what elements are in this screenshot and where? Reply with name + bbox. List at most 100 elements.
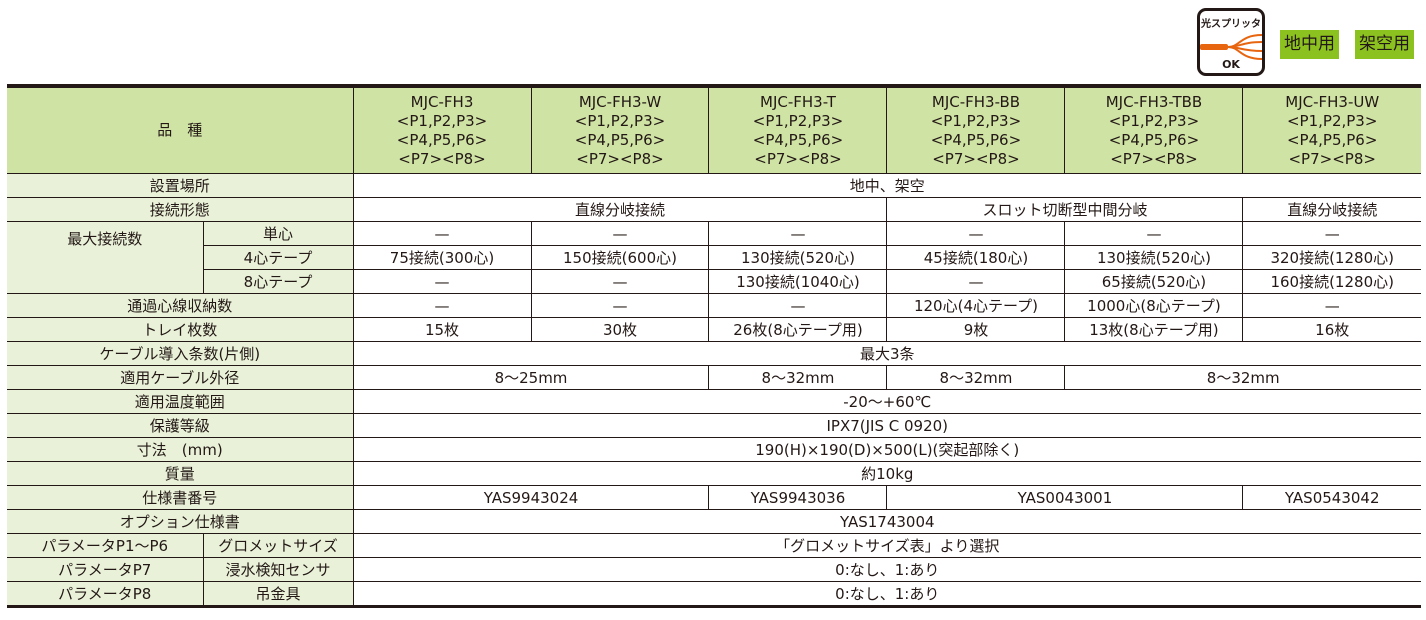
cell: 190(H)×190(D)×500(L)(突起部除く) bbox=[352, 437, 1421, 462]
table-row: 8心テープ — —130接続(1040心) —65接続(520心) 160接続(128… bbox=[7, 269, 1421, 294]
row-label: パラメータP8 bbox=[7, 581, 204, 607]
row-label: 寸法 (mm) bbox=[7, 437, 354, 462]
table-row: 設置場所 地中、架空 bbox=[7, 173, 1421, 198]
optical-splitter-badge: 光スプリッタ OK bbox=[1197, 8, 1265, 76]
model-header: MJC-FH3-W <P1,P2,P3> <P4,P5,P6> <P7><P8> bbox=[530, 85, 710, 174]
optical-splitter-icon bbox=[1200, 34, 1262, 60]
row-label: 適用ケーブル外径 bbox=[7, 365, 354, 390]
model-header: MJC-FH3-BB <P1,P2,P3> <P4,P5,P6> <P7><P8> bbox=[886, 85, 1066, 174]
cell: — bbox=[530, 293, 710, 318]
cell: 160接続(1280心) bbox=[1242, 269, 1421, 294]
table-row: 仕様書番号 YAS9943024 YAS9943036 YAS0043001 YAS05… bbox=[7, 485, 1421, 510]
cell: 直線分岐接続 bbox=[352, 197, 888, 222]
table-row: 質量 約10kg bbox=[7, 461, 1421, 486]
cell: 16枚 bbox=[1242, 317, 1421, 342]
row-label: 保護等級 bbox=[7, 413, 354, 438]
cell: 75接続(300心) bbox=[352, 245, 532, 270]
cell: 320接続(1280心) bbox=[1242, 245, 1421, 270]
table-row: 接続形態 直線分岐接続 スロット切断型中間分岐 直線分岐接続 bbox=[7, 197, 1421, 222]
header-label: 品 種 bbox=[7, 85, 354, 174]
table-row: 保護等級 IPX7(JIS C 0920) bbox=[7, 413, 1421, 438]
cell: 130接続(1040心) bbox=[708, 269, 888, 294]
cell: 30枚 bbox=[530, 317, 710, 342]
table-row: 通過心線収納数 — — —120心(4心テープ) 1000心(8心テープ) — bbox=[7, 293, 1421, 318]
cell: 9枚 bbox=[886, 317, 1066, 342]
table-row: 適用温度範囲 -20～+60℃ bbox=[7, 389, 1421, 414]
cell: 130接続(520心) bbox=[708, 245, 888, 270]
model-header: MJC-FH3 <P1,P2,P3> <P4,P5,P6> <P7><P8> bbox=[352, 85, 532, 174]
cell: — bbox=[1064, 221, 1244, 246]
cell: — bbox=[708, 221, 888, 246]
tag-underground: 地中用 bbox=[1280, 30, 1339, 59]
cell: 13枚(8心テープ用) bbox=[1064, 317, 1244, 342]
cell: 8～32mm bbox=[708, 365, 888, 390]
cell: YAS9943024 bbox=[352, 485, 710, 510]
cell: — bbox=[886, 221, 1066, 246]
spec-table: 品 種 MJC-FH3 <P1,P2,P3> <P4,P5,P6> <P7><P8> … bbox=[7, 84, 1421, 608]
table-row: 適用ケーブル外径 8～25mm 8～32mm 8～32mm 8～32mm bbox=[7, 365, 1421, 390]
header-row: 品 種 MJC-FH3 <P1,P2,P3> <P4,P5,P6> <P7><P8> … bbox=[7, 85, 1421, 174]
table-row: トレイ枚数 15枚 30枚 26枚(8心テープ用) 9枚 13枚(8心テープ用) 16枚 bbox=[7, 317, 1421, 342]
cell: — bbox=[530, 269, 710, 294]
row-label: パラメータP1～P6 bbox=[7, 533, 204, 558]
cell: 最大3条 bbox=[352, 341, 1421, 366]
cell: IPX7(JIS C 0920) bbox=[352, 413, 1421, 438]
cell: 65接続(520心) bbox=[1064, 269, 1244, 294]
sub-label: 吊金具 bbox=[202, 581, 354, 607]
row-label: トレイ枚数 bbox=[7, 317, 354, 342]
row-label: 適用温度範囲 bbox=[7, 389, 354, 414]
cell: — bbox=[886, 269, 1066, 294]
cell: 45接続(180心) bbox=[886, 245, 1066, 270]
cell: 0:なし、1:あり bbox=[352, 557, 1421, 582]
sub-label: 単心 bbox=[202, 221, 354, 246]
cell: — bbox=[1242, 221, 1421, 246]
cell: 8～32mm bbox=[886, 365, 1066, 390]
cell: 150接続(600心) bbox=[530, 245, 710, 270]
row-label: 接続形態 bbox=[7, 197, 354, 222]
tag-aerial: 架空用 bbox=[1355, 30, 1414, 59]
sub-label: 8心テープ bbox=[203, 269, 354, 294]
model-header: MJC-FH3-T <P1,P2,P3> <P4,P5,P6> <P7><P8> bbox=[708, 85, 888, 174]
cell: 「グロメットサイズ表」より選択 bbox=[352, 533, 1421, 558]
row-label: 最大接続数 bbox=[7, 221, 204, 294]
cell: — bbox=[530, 221, 710, 246]
cell: 8～25mm bbox=[352, 365, 710, 390]
table-row: 最大接続数 単心 — — — — — — bbox=[7, 221, 1421, 294]
cell: — bbox=[352, 221, 532, 246]
cell: YAS1743004 bbox=[352, 509, 1421, 534]
cell: -20～+60℃ bbox=[352, 389, 1421, 414]
cell: 直線分岐接続 bbox=[1242, 197, 1421, 222]
row-label: 設置場所 bbox=[7, 173, 354, 198]
cell: — bbox=[1242, 293, 1421, 318]
table-row: オプション仕様書 YAS1743004 bbox=[7, 509, 1421, 534]
cell: — bbox=[708, 293, 888, 318]
row-label: パラメータP7 bbox=[7, 557, 204, 582]
cell: 約10kg bbox=[352, 461, 1421, 486]
row-label: オプション仕様書 bbox=[7, 509, 354, 534]
cell: — bbox=[352, 269, 532, 294]
table-row: パラメータP1～P6 グロメットサイズ 「グロメットサイズ表」より選択 bbox=[7, 533, 1421, 558]
cell: YAS0043001 bbox=[886, 485, 1244, 510]
cell: 130接続(520心) bbox=[1064, 245, 1244, 270]
row-label: 通過心線収納数 bbox=[7, 293, 354, 318]
sub-label: 浸水検知センサ bbox=[202, 557, 354, 582]
cell: 1000心(8心テープ) bbox=[1064, 293, 1244, 318]
cell: — bbox=[352, 293, 532, 318]
sub-label: グロメットサイズ bbox=[202, 533, 354, 558]
model-header: MJC-FH3-UW <P1,P2,P3> <P4,P5,P6> <P7><P8> bbox=[1242, 85, 1421, 174]
sub-label: 4心テープ bbox=[203, 245, 354, 270]
table-row: 4心テープ 75接続(300心) 150接続(600心) 130接続(520心) 45… bbox=[7, 245, 1421, 270]
cell: スロット切断型中間分岐 bbox=[886, 197, 1244, 222]
row-label: 質量 bbox=[7, 461, 354, 486]
table-row: 寸法 (mm) 190(H)×190(D)×500(L)(突起部除く) bbox=[7, 437, 1421, 462]
cell: 26枚(8心テープ用) bbox=[708, 317, 888, 342]
badge-ok: OK bbox=[1222, 58, 1240, 71]
table-row: パラメータP7 浸水検知センサ 0:なし、1:あり bbox=[7, 557, 1421, 582]
table-row: パラメータP8 吊金具 0:なし、1:あり bbox=[7, 581, 1421, 607]
row-label: 仕様書番号 bbox=[7, 485, 354, 510]
cell: YAS9943036 bbox=[708, 485, 888, 510]
cell: 8～32mm bbox=[1064, 365, 1421, 390]
table-row: ケーブル導入条数(片側) 最大3条 bbox=[7, 341, 1421, 366]
cell: 地中、架空 bbox=[352, 173, 1421, 198]
cell: YAS0543042 bbox=[1242, 485, 1421, 510]
